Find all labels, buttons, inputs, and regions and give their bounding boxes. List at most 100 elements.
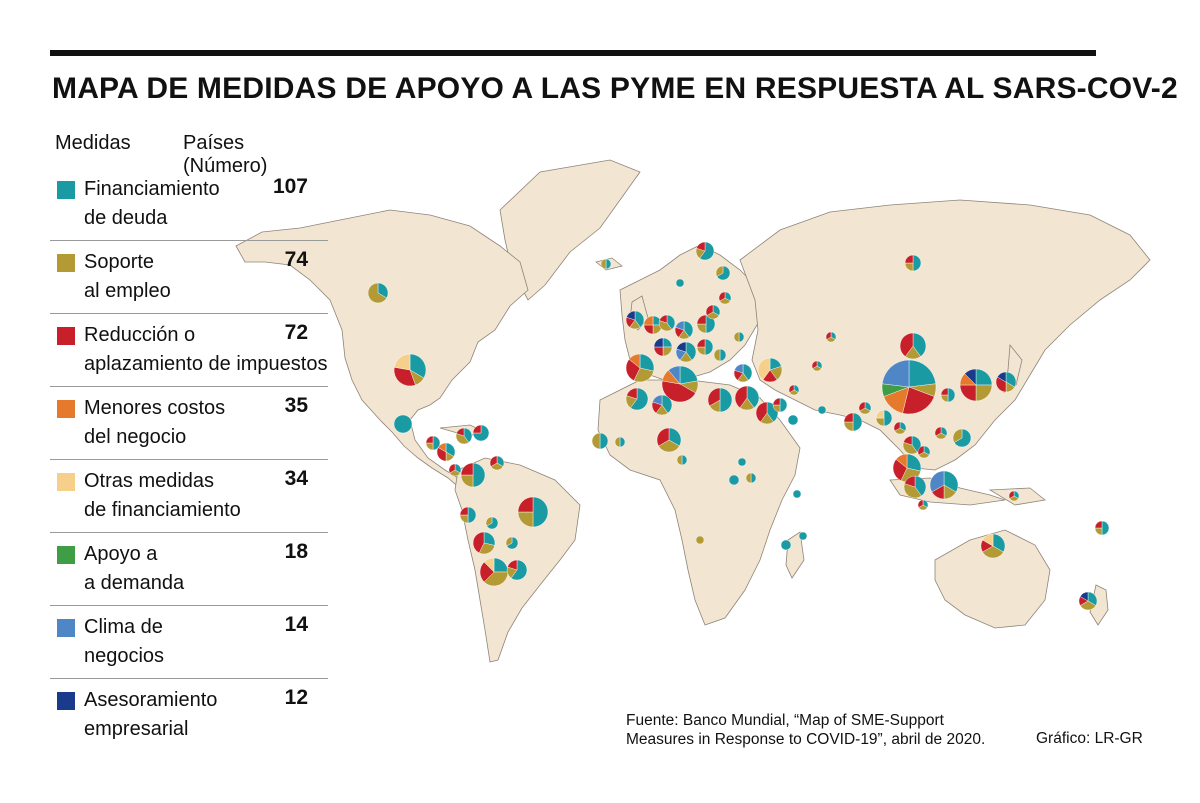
country-pie-marker [707,387,733,413]
pie-slice [947,387,956,403]
pie-slice [472,462,486,488]
pie-slice [659,314,668,324]
pie-slice [656,427,670,447]
pie-slice [858,401,866,412]
country-pie-marker [858,401,872,415]
pie-slice [532,496,549,528]
legend-swatch [57,619,75,637]
country-pie-marker [675,278,685,288]
pie-slice [683,320,694,338]
pie-slice [652,394,663,406]
pie-slice [489,455,498,467]
legend-count: 34 [284,467,308,490]
landmass-australia [934,529,1051,629]
legend-header: Medidas Países (Número) [50,128,328,177]
country-pie-marker [460,462,486,488]
pie-slice [893,421,901,432]
country-pie-marker [903,475,927,499]
pie-slice [425,435,434,444]
legend-item-business-advisory: Asesoramiento empresarial 12 [50,679,328,752]
pie-slice [661,394,673,414]
country-pie-marker [425,435,441,451]
pie-slice [409,353,427,379]
country-pie-marker [881,359,937,415]
pie-slice [591,432,601,450]
country-pie-marker [715,265,731,281]
pie-slice [914,475,927,497]
legend-item-lower-business-costs: Menores costos del negocio 35 [50,387,328,460]
pie-slice [952,428,963,443]
country-pie-marker [772,397,788,413]
pie-slice [718,291,726,302]
country-pie-marker [506,559,528,581]
pie-slice [675,320,685,331]
legend-label: Otras medidas de financiamiento [84,470,241,521]
pie-slice [1079,591,1089,602]
country-pie-marker [843,412,863,432]
pie-slice [904,254,914,264]
pie-slice [902,441,918,455]
pie-slice [437,442,447,453]
pie-slice [459,506,469,516]
pie-slice [787,414,799,426]
legend-count: 72 [284,321,308,344]
land-masses [235,159,1151,663]
country-pie-marker [737,457,747,467]
country-pie-marker [367,282,389,304]
pie-slice [393,414,413,434]
country-pie-marker [1094,520,1110,536]
world-map [235,159,1151,663]
pie-slice [982,545,1004,559]
pie-slice [792,489,802,499]
pie-slice [843,421,854,432]
legend-count: 35 [284,394,308,417]
pie-slice [1008,490,1015,499]
country-pie-marker [929,470,959,500]
country-pie-marker [728,474,740,486]
country-pie-marker [995,371,1017,393]
pie-slice [658,439,680,453]
pie-slice [507,559,518,571]
country-pie-marker [718,291,732,305]
pie-slice [456,427,465,437]
country-pie-marker [517,496,549,528]
legend-label: Financiamiento de deuda [84,178,220,229]
country-pie-marker [674,320,694,340]
legend-count: 12 [284,686,308,709]
pie-slice [906,453,922,472]
pie-slice [485,516,493,527]
title-rule [50,50,1096,56]
country-pie-marker [485,516,499,530]
country-pie-marker [656,427,682,453]
pie-slice [899,332,914,357]
pie-slice [719,387,733,413]
pie-slice [908,359,937,388]
country-pie-marker [980,533,1006,559]
country-pie-marker [733,363,753,383]
legend: Medidas Países (Número) Financiamiento de… [50,128,328,752]
pie-slice [734,363,744,374]
legend-count: 18 [284,540,308,563]
pie-slice [798,531,808,541]
country-pie-marker [661,365,699,403]
legend-header-countries: Países (Número) [183,132,268,177]
country-pie-marker [658,314,676,332]
country-pie-marker [1078,591,1098,611]
country-pie-marker [705,304,721,320]
pie-slice [737,457,747,467]
legend-count: 107 [272,175,308,198]
pie-slice [626,310,636,321]
pie-slice [912,332,927,357]
country-pie-marker [875,409,893,427]
pie-slice [633,367,654,383]
legend-swatch [57,181,75,199]
country-pie-marker [651,394,673,416]
country-pie-marker [788,384,800,396]
country-pie-marker [472,424,490,442]
country-pie-marker [393,353,427,387]
landmass-asia [739,199,1151,471]
country-pie-marker [745,472,757,484]
country-pie-marker [917,445,931,459]
country-pie-marker [1008,490,1020,502]
pie-slice [455,433,469,445]
